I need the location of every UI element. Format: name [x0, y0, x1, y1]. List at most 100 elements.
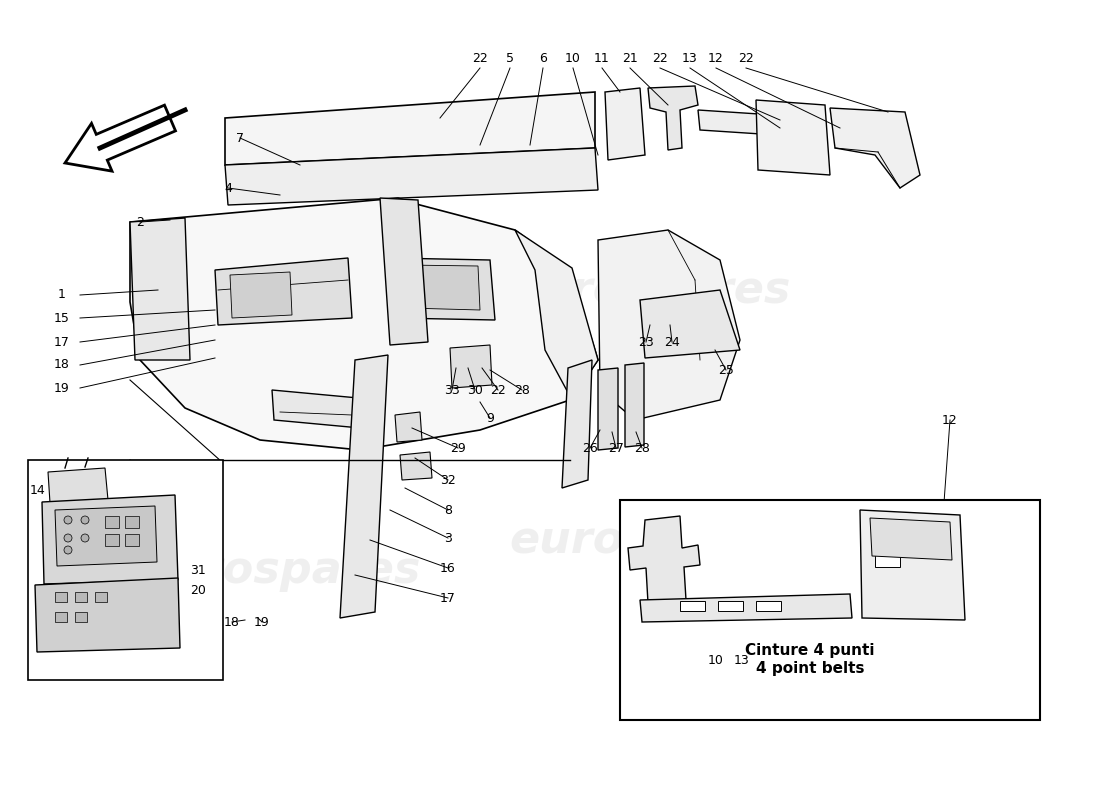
- Text: 15: 15: [54, 311, 70, 325]
- Text: 19: 19: [254, 615, 270, 629]
- Text: 24: 24: [664, 335, 680, 349]
- Bar: [305, 278, 315, 286]
- Text: 5: 5: [506, 51, 514, 65]
- Circle shape: [81, 534, 89, 542]
- Polygon shape: [698, 110, 822, 138]
- Circle shape: [631, 409, 637, 415]
- Text: 2: 2: [136, 215, 144, 229]
- Bar: [305, 296, 315, 304]
- Bar: [104, 534, 119, 546]
- Bar: [756, 601, 781, 611]
- Bar: [28, 460, 223, 680]
- Polygon shape: [55, 506, 157, 566]
- Text: 1: 1: [58, 289, 66, 302]
- Polygon shape: [392, 258, 495, 320]
- Text: 26: 26: [582, 442, 598, 454]
- Bar: [620, 500, 1040, 720]
- Polygon shape: [562, 360, 592, 488]
- Bar: [874, 555, 900, 567]
- Circle shape: [81, 516, 89, 524]
- Polygon shape: [48, 468, 108, 503]
- Text: 22: 22: [738, 51, 754, 65]
- Polygon shape: [400, 452, 432, 480]
- Polygon shape: [515, 230, 598, 400]
- Polygon shape: [405, 265, 480, 310]
- Text: 10: 10: [565, 51, 581, 65]
- Polygon shape: [628, 516, 700, 603]
- Text: 13: 13: [682, 51, 697, 65]
- Text: 9: 9: [486, 411, 494, 425]
- Text: 21: 21: [623, 51, 638, 65]
- Text: 14: 14: [30, 483, 46, 497]
- Polygon shape: [648, 86, 698, 150]
- Polygon shape: [450, 345, 492, 388]
- Bar: [322, 296, 332, 304]
- Text: 18: 18: [54, 358, 70, 371]
- Bar: [75, 592, 87, 602]
- Text: 8: 8: [444, 503, 452, 517]
- Polygon shape: [340, 355, 388, 618]
- Polygon shape: [42, 495, 178, 584]
- Text: 32: 32: [440, 474, 455, 486]
- Text: 17: 17: [54, 335, 70, 349]
- Text: 28: 28: [634, 442, 650, 454]
- Circle shape: [631, 379, 637, 385]
- Bar: [55, 612, 67, 622]
- Text: 16: 16: [440, 562, 455, 574]
- Text: Cinture 4 punti: Cinture 4 punti: [746, 642, 874, 658]
- Text: 11: 11: [594, 51, 609, 65]
- Bar: [104, 516, 119, 528]
- Text: 23: 23: [638, 335, 653, 349]
- Polygon shape: [860, 510, 965, 620]
- Bar: [95, 592, 107, 602]
- Text: eurospares: eurospares: [509, 269, 791, 311]
- Text: 33: 33: [444, 383, 460, 397]
- Polygon shape: [226, 148, 598, 205]
- Circle shape: [64, 546, 72, 554]
- Text: 22: 22: [472, 51, 488, 65]
- Text: 12: 12: [942, 414, 958, 426]
- Circle shape: [437, 277, 453, 293]
- Circle shape: [605, 432, 610, 438]
- Text: 31: 31: [190, 563, 206, 577]
- Text: 6: 6: [539, 51, 547, 65]
- Text: eurospares: eurospares: [140, 289, 420, 331]
- Text: 10: 10: [708, 654, 724, 666]
- Bar: [125, 516, 139, 528]
- Text: 29: 29: [450, 442, 466, 454]
- Polygon shape: [214, 258, 352, 325]
- Polygon shape: [625, 363, 644, 447]
- Circle shape: [631, 429, 637, 435]
- FancyArrow shape: [65, 105, 176, 171]
- Polygon shape: [870, 518, 952, 560]
- Polygon shape: [598, 368, 618, 450]
- Text: 17: 17: [440, 591, 455, 605]
- Polygon shape: [226, 92, 595, 165]
- Text: 22: 22: [491, 383, 506, 397]
- Polygon shape: [395, 412, 422, 442]
- Circle shape: [64, 534, 72, 542]
- Polygon shape: [830, 108, 920, 188]
- Bar: [55, 592, 67, 602]
- Text: 22: 22: [652, 51, 668, 65]
- Bar: [75, 612, 87, 622]
- Text: 27: 27: [608, 442, 624, 454]
- Bar: [322, 278, 332, 286]
- Circle shape: [605, 382, 610, 388]
- Circle shape: [64, 516, 72, 524]
- Polygon shape: [640, 594, 852, 622]
- Polygon shape: [130, 218, 190, 360]
- Polygon shape: [640, 290, 740, 358]
- Polygon shape: [598, 230, 740, 420]
- Circle shape: [605, 412, 610, 418]
- Text: eurospares: eurospares: [509, 518, 791, 562]
- Polygon shape: [756, 100, 830, 175]
- Text: 13: 13: [734, 654, 750, 666]
- Polygon shape: [230, 272, 292, 318]
- Polygon shape: [605, 88, 645, 160]
- Text: eurospares: eurospares: [140, 549, 420, 591]
- Text: 7: 7: [236, 131, 244, 145]
- Polygon shape: [35, 578, 180, 652]
- Text: 30: 30: [468, 383, 483, 397]
- Text: 4: 4: [224, 182, 232, 194]
